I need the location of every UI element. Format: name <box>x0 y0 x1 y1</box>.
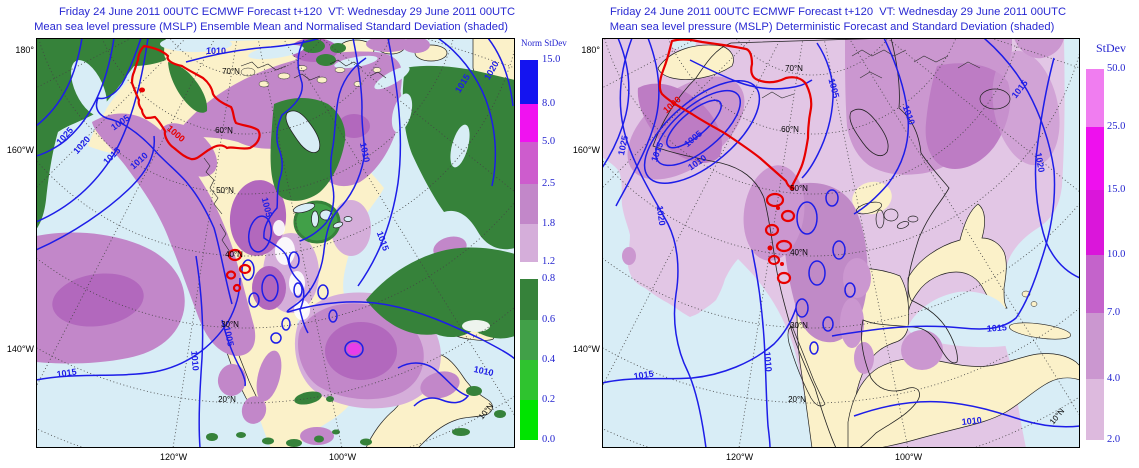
svg-text:70°N: 70°N <box>222 67 240 76</box>
svg-text:1020: 1020 <box>655 205 668 226</box>
svg-text:1010: 1010 <box>358 142 372 164</box>
svg-text:30°N: 30°N <box>221 320 239 329</box>
svg-text:60°N: 60°N <box>215 126 233 135</box>
svg-text:1010: 1010 <box>473 364 495 378</box>
svg-text:1025: 1025 <box>616 135 630 157</box>
svg-text:1015: 1015 <box>986 322 1007 333</box>
svg-text:40°N: 40°N <box>225 250 243 259</box>
svg-text:1015: 1015 <box>56 367 77 380</box>
svg-text:1010: 1010 <box>762 351 774 372</box>
svg-text:1005: 1005 <box>260 196 275 218</box>
svg-text:60°N: 60°N <box>781 125 799 134</box>
svg-text:70°N: 70°N <box>785 64 803 73</box>
svg-text:50°N: 50°N <box>216 186 234 195</box>
svg-text:1005: 1005 <box>222 326 236 348</box>
svg-text:20°N: 20°N <box>788 395 806 404</box>
svg-text:1010: 1010 <box>189 350 201 371</box>
svg-text:1015: 1015 <box>633 369 654 382</box>
svg-text:1020: 1020 <box>1033 152 1046 173</box>
svg-text:1010: 1010 <box>961 415 982 427</box>
svg-text:1010: 1010 <box>206 46 226 56</box>
svg-text:20°N: 20°N <box>218 395 236 404</box>
svg-text:30°N: 30°N <box>790 321 808 330</box>
svg-text:40°N: 40°N <box>790 248 808 257</box>
svg-text:50°N: 50°N <box>790 184 808 193</box>
